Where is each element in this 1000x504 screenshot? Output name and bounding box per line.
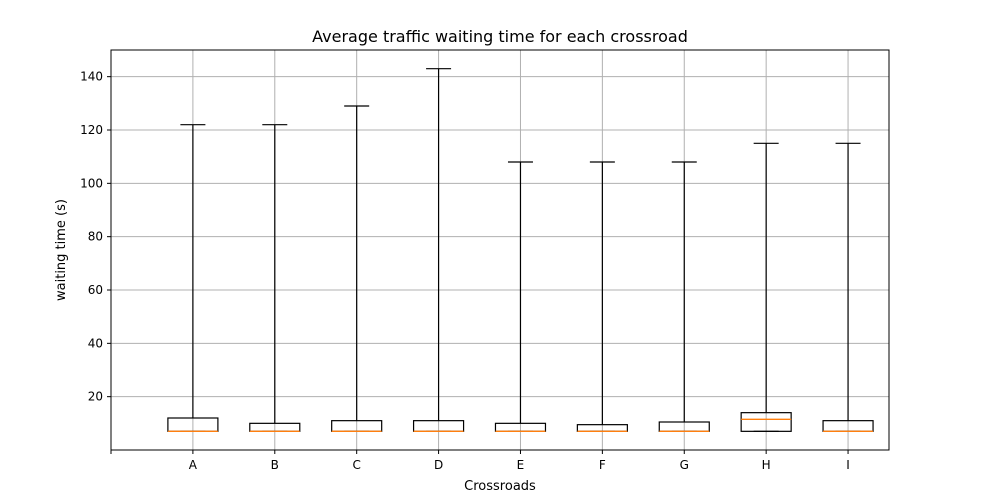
x-tick-label: H — [762, 458, 771, 472]
x-tick-label: E — [517, 458, 525, 472]
chart-title: Average traffic waiting time for each cr… — [312, 27, 688, 46]
x-axis-label: Crossroads — [464, 479, 536, 494]
x-tick-label: I — [846, 458, 850, 472]
y-tick-label: 140 — [80, 70, 103, 84]
x-tick-label: C — [352, 458, 360, 472]
x-tick-label: B — [271, 458, 279, 472]
box-plots — [167, 68, 874, 433]
y-tick-label: 20 — [88, 390, 103, 404]
grid-lines — [111, 50, 889, 450]
y-tick-label: 40 — [88, 336, 103, 350]
box-iqr — [740, 412, 792, 432]
y-tick-label: 120 — [80, 123, 103, 137]
y-tick-label: 100 — [80, 176, 103, 190]
y-tick-label: 80 — [88, 230, 103, 244]
x-tick-label: A — [189, 458, 198, 472]
plot-frame — [110, 49, 890, 451]
x-tick-label: F — [599, 458, 606, 472]
y-tick-label: 60 — [88, 283, 103, 297]
y-axis-label: waiting time (s) — [54, 199, 69, 301]
x-tick-label: D — [434, 458, 443, 472]
axis-ticks: 20 40 60 80 100 120 140 A B C D E F G H I — [80, 70, 850, 472]
x-tick-label: G — [680, 458, 689, 472]
